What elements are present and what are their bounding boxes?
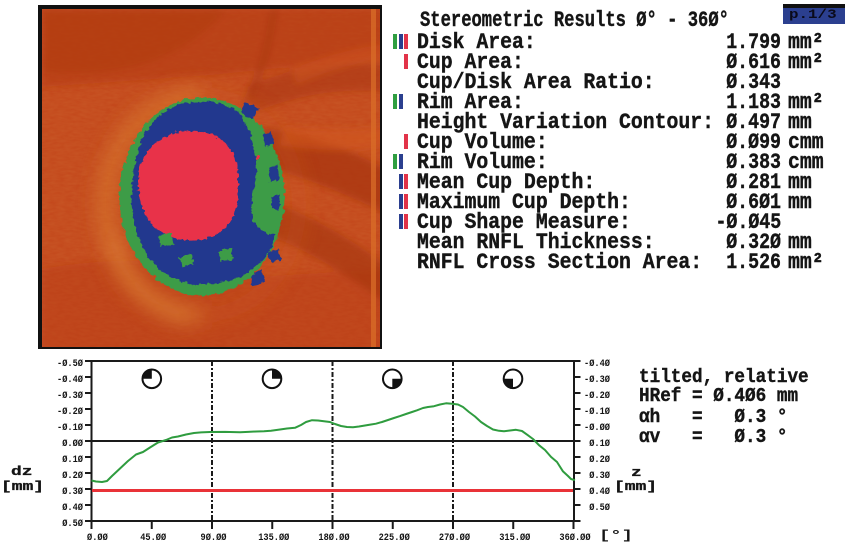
svg-text:-Ø.3Ø: -Ø.3Ø [584, 374, 610, 386]
svg-text:-Ø.4Ø: -Ø.4Ø [584, 358, 610, 370]
svg-text:36Ø.ØØ: 36Ø.ØØ [559, 532, 590, 544]
svg-text:-Ø.4Ø: -Ø.4Ø [57, 374, 83, 386]
svg-text:27Ø.ØØ: 27Ø.ØØ [439, 532, 470, 544]
svg-text:Ø.5Ø: Ø.5Ø [62, 518, 83, 530]
svg-text:Ø.ØØ: Ø.ØØ [87, 532, 108, 544]
svg-text:-Ø.5Ø: -Ø.5Ø [57, 358, 83, 370]
svg-text:Ø.4Ø: Ø.4Ø [589, 486, 610, 498]
svg-text:Ø.4Ø: Ø.4Ø [62, 502, 83, 514]
svg-text:225.ØØ: 225.ØØ [379, 532, 410, 544]
svg-text:-Ø.1Ø: -Ø.1Ø [57, 422, 83, 434]
svg-text:18Ø.ØØ: 18Ø.ØØ [318, 532, 349, 544]
svg-text:-Ø.2Ø: -Ø.2Ø [57, 406, 83, 418]
svg-text:-Ø.3Ø: -Ø.3Ø [57, 390, 83, 402]
svg-text:Ø.ØØ: Ø.ØØ [62, 438, 83, 450]
svg-text:45.ØØ: 45.ØØ [140, 532, 166, 544]
svg-text:Ø.1Ø: Ø.1Ø [589, 438, 610, 450]
svg-text:Ø.3Ø: Ø.3Ø [62, 486, 83, 498]
svg-text:-Ø.1Ø: -Ø.1Ø [584, 406, 610, 418]
svg-text:Ø.3Ø: Ø.3Ø [589, 470, 610, 482]
svg-text:-Ø.2Ø: -Ø.2Ø [584, 390, 610, 402]
svg-text:Ø.1Ø: Ø.1Ø [62, 454, 83, 466]
svg-text:Ø.2Ø: Ø.2Ø [589, 454, 610, 466]
svg-text:-Ø.ØØ: -Ø.ØØ [584, 422, 610, 434]
svg-text:315.ØØ: 315.ØØ [499, 532, 530, 544]
svg-text:Ø.5Ø: Ø.5Ø [589, 502, 610, 514]
svg-text:135.ØØ: 135.ØØ [258, 532, 289, 544]
svg-text:Ø.2Ø: Ø.2Ø [62, 470, 83, 482]
svg-text:9Ø.ØØ: 9Ø.ØØ [201, 532, 227, 544]
